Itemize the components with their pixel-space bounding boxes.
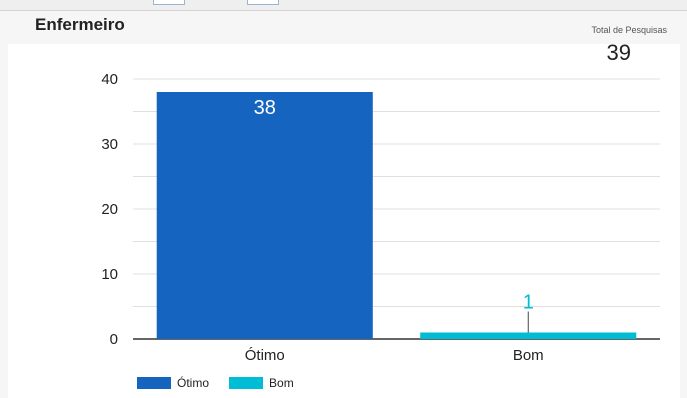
data-label: 38 (254, 97, 276, 119)
bar-0 (156, 92, 373, 339)
chart-legend: Ótimo Bom (137, 376, 314, 390)
legend-label-otimo: Ótimo (177, 376, 210, 390)
y-tick-label: 10 (101, 266, 118, 283)
top-tab[interactable] (153, 0, 185, 5)
kpi-value: 39 (606, 40, 631, 65)
legend-item-bom[interactable]: Bom (229, 376, 294, 390)
y-tick-label: 40 (101, 71, 118, 88)
panel-title: Enfermeiro (35, 15, 125, 34)
y-tick-label: 30 (101, 136, 118, 153)
legend-swatch-otimo (137, 377, 171, 389)
y-tick-label: 0 (110, 331, 118, 348)
legend-item-otimo[interactable]: Ótimo (137, 376, 209, 390)
x-category-label: Bom (513, 347, 544, 364)
top-tab[interactable] (247, 0, 279, 5)
x-category-label: Ótimo (245, 347, 285, 364)
y-tick-label: 20 (101, 201, 118, 218)
kpi-label: Total de Pesquisas (591, 25, 667, 35)
bar-1 (420, 332, 637, 339)
legend-label-bom: Bom (269, 376, 294, 390)
legend-swatch-bom (229, 377, 264, 389)
top-strip (0, 0, 687, 11)
data-label: 1 (523, 292, 534, 314)
